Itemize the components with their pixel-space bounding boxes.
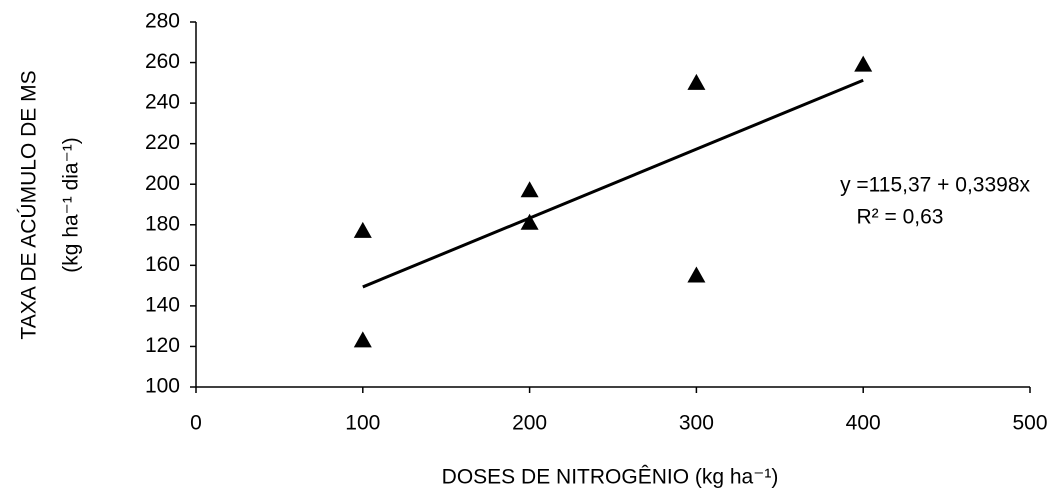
y-axis-title: TAXA DE ACÚMULO DE MS — [18, 70, 41, 339]
x-tick-label: 100 — [345, 412, 380, 435]
x-tick-label: 400 — [846, 412, 881, 435]
y-tick-label: 220 — [145, 131, 180, 154]
marker — [353, 331, 372, 348]
marker — [520, 181, 539, 198]
y-tick-label: 140 — [145, 293, 180, 316]
y-tick-label: 240 — [145, 91, 180, 114]
marker — [687, 73, 706, 90]
marker — [520, 213, 539, 230]
trend-line — [362, 78, 864, 289]
y-axis-title: (kg ha⁻¹ dia⁻¹) — [60, 137, 83, 272]
y-tick-label: 280 — [145, 10, 180, 33]
y-tick-label: 260 — [145, 50, 180, 73]
y-tick-label: 180 — [145, 212, 180, 235]
y-tick-label: 200 — [145, 172, 180, 195]
x-tick-label: 200 — [512, 412, 547, 435]
x-tick-label: 0 — [190, 412, 202, 435]
marker — [854, 55, 873, 72]
marker — [353, 221, 372, 238]
y-tick-label: 120 — [145, 334, 180, 357]
marker — [687, 266, 706, 283]
r-squared: R² = 0,63 — [857, 206, 944, 229]
x-axis-title: DOSES DE NITROGÊNIO (kg ha⁻¹) — [442, 466, 779, 489]
y-tick-label: 100 — [145, 375, 180, 398]
x-tick-label: 500 — [1012, 412, 1047, 435]
y-tick-label: 160 — [145, 253, 180, 276]
equation: y =115,37 + 0,3398x — [840, 174, 1030, 197]
x-tick-label: 300 — [679, 412, 714, 435]
